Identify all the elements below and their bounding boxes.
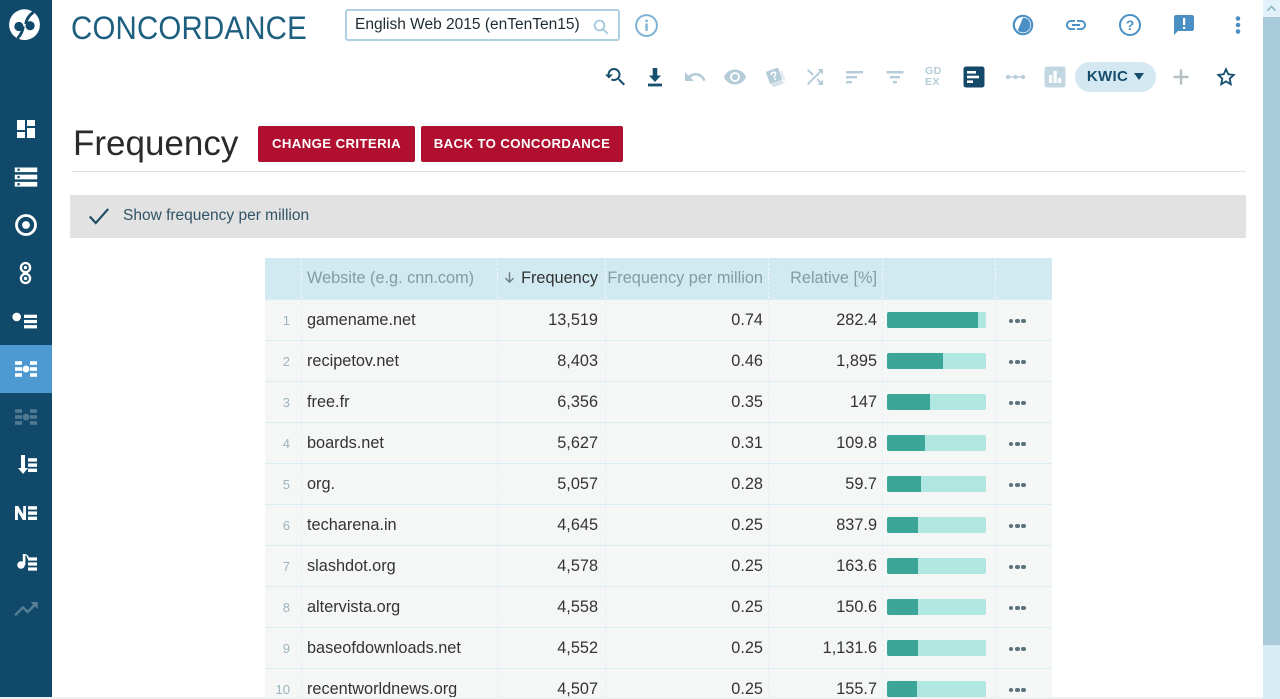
- svg-text:?: ?: [1126, 17, 1135, 33]
- svg-text:?: ?: [768, 68, 780, 84]
